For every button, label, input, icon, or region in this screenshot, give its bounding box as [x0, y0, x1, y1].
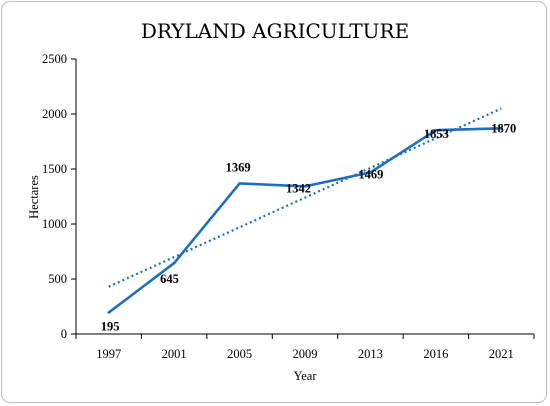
- data-point: [303, 185, 307, 188]
- data-label: 1369: [226, 160, 251, 174]
- y-axis: 0 500 1000 1500 2000 2500: [42, 52, 77, 341]
- data-labels: 195 645 1369 1342 1469 1853 1870: [101, 121, 517, 333]
- data-label: 1870: [491, 121, 516, 135]
- data-point: [369, 171, 372, 174]
- data-label: 1853: [424, 127, 449, 141]
- y-tick-label: 2500: [42, 52, 67, 66]
- x-tick-label: 2021: [489, 347, 514, 361]
- data-point: [107, 311, 111, 314]
- y-axis-title: Hectares: [27, 175, 41, 219]
- trendline: [108, 107, 502, 288]
- data-label: 195: [101, 320, 120, 334]
- x-tick-label: 2009: [293, 347, 318, 361]
- chart-title: DRYLAND AGRICULTURE: [141, 19, 409, 43]
- x-tick-label: 2016: [423, 347, 448, 361]
- x-tick-label: 2013: [358, 347, 383, 361]
- x-tick-label: 2001: [162, 347, 187, 361]
- data-point: [172, 261, 176, 265]
- x-axis-title: Year: [293, 369, 317, 383]
- y-tick-label: 500: [48, 272, 67, 286]
- data-label: 645: [160, 272, 179, 286]
- y-tick-label: 1500: [42, 162, 67, 176]
- data-label: 1469: [358, 167, 383, 181]
- data-point: [499, 127, 503, 130]
- x-tick-label: 1997: [96, 347, 121, 361]
- data-point: [238, 182, 241, 185]
- series-layer: [107, 127, 503, 314]
- y-tick-label: 2000: [42, 107, 67, 121]
- x-tick-label: 2005: [227, 347, 252, 361]
- x-axis: 1997 2001 2005 2009 2013 2016 2021: [75, 333, 535, 361]
- y-tick-label: 0: [61, 327, 67, 341]
- trendline-layer: [108, 107, 502, 288]
- data-label: 1342: [286, 181, 311, 195]
- y-tick-label: 1000: [42, 217, 67, 231]
- data-point: [434, 128, 438, 132]
